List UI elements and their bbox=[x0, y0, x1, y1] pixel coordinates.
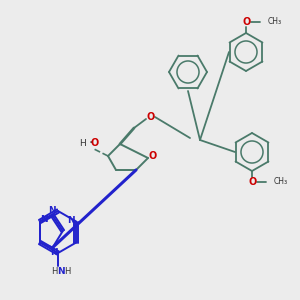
Text: H: H bbox=[64, 266, 70, 275]
Text: ·: · bbox=[89, 136, 93, 150]
Text: N: N bbox=[50, 248, 57, 257]
Text: N: N bbox=[57, 268, 65, 277]
Text: O: O bbox=[249, 177, 257, 187]
Text: CH₃: CH₃ bbox=[274, 178, 288, 187]
Text: O: O bbox=[91, 138, 99, 148]
Text: H: H bbox=[79, 140, 86, 148]
Text: CH₃: CH₃ bbox=[268, 17, 282, 26]
Text: O: O bbox=[243, 17, 251, 27]
Text: N: N bbox=[68, 216, 75, 225]
Text: O: O bbox=[147, 112, 155, 122]
Text: N: N bbox=[40, 215, 48, 224]
Text: O: O bbox=[149, 151, 157, 161]
Text: H: H bbox=[51, 266, 57, 275]
Text: N: N bbox=[48, 206, 56, 215]
